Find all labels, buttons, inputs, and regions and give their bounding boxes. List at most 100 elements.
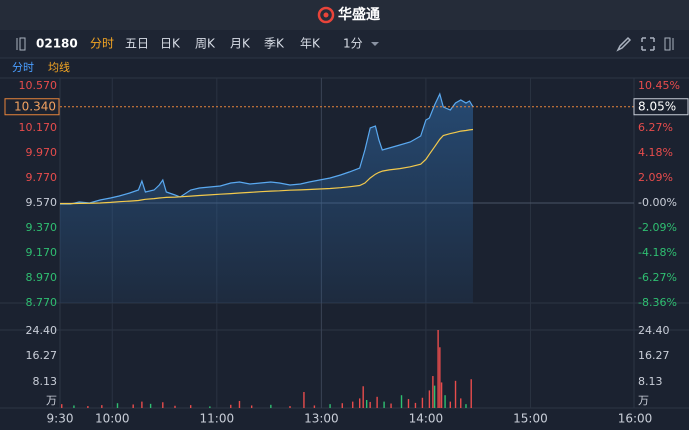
tab[interactable]: 季K (264, 37, 285, 51)
volume-unit: 万 (46, 394, 57, 407)
tab[interactable]: 月K (230, 37, 251, 51)
volume-bar (433, 385, 436, 408)
volume-bar (270, 404, 272, 408)
volume-bar (383, 401, 385, 408)
volume-bar (289, 406, 291, 408)
legend-average: 均线 (48, 60, 70, 74)
y-tick-label: 8.770 (26, 296, 58, 309)
x-tick-label: 15:00 (513, 412, 548, 426)
volume-bar (189, 405, 192, 408)
tab[interactable]: 年K (300, 37, 321, 51)
dropdown-arrow[interactable] (371, 42, 379, 46)
last-price-label: 10.340 (14, 99, 56, 113)
header-bar (0, 0, 689, 30)
volume-bar (250, 405, 253, 408)
volume-bar (230, 404, 232, 408)
volume-bar (414, 402, 417, 408)
last-change-box (633, 98, 689, 116)
volume-tick-label: 24.40 (26, 324, 58, 337)
volume-bar (440, 382, 443, 408)
brand-logo (317, 6, 335, 24)
tab[interactable]: 分时 (90, 37, 114, 51)
volume-bar (329, 404, 331, 408)
price-area (60, 94, 473, 303)
interval-select[interactable]: 1分 (343, 37, 363, 51)
legend-price: 分时 (12, 61, 34, 74)
volume-bar (449, 401, 452, 408)
draw-tool[interactable] (616, 36, 632, 52)
volume-bar (428, 390, 431, 408)
y2-tick-label: 2.09% (638, 171, 673, 184)
y-tick-label: 8.970 (26, 271, 58, 284)
symbol: 02180 (36, 37, 78, 51)
volume-unit-right: 万 (638, 394, 649, 407)
tab[interactable]: 五日 (125, 37, 149, 51)
y-tick-label: 10.570 (19, 79, 58, 92)
x-tick-label: 14:00 (409, 412, 444, 426)
y2-tick-label: -8.36% (638, 296, 677, 309)
y-tick-label: 9.770 (26, 171, 58, 184)
volume-bar (87, 406, 89, 408)
volume-bar (61, 404, 63, 408)
volume-bar (132, 404, 134, 408)
volume-bar (362, 386, 364, 408)
y2-tick-label: 4.18% (638, 146, 673, 159)
tab[interactable]: 周K (195, 37, 216, 51)
y-tick-label: 9.170 (26, 246, 58, 259)
volume-bar (465, 404, 467, 408)
volume-tick-label: 16.27 (26, 349, 58, 362)
volume-bar (369, 401, 371, 408)
volume-bar (209, 406, 211, 408)
sidebar-toggle[interactable] (16, 37, 26, 51)
average-line (60, 128, 474, 205)
volume-bar (174, 405, 176, 408)
x-tick-label: 11:00 (200, 412, 235, 426)
volume-bar (437, 330, 439, 408)
last-change-label: 8.05% (638, 99, 676, 113)
tab[interactable]: 日K (160, 37, 181, 51)
y2-tick-label: 10.45% (638, 79, 680, 92)
toolbar (0, 30, 689, 58)
volume-tick-label-right: 24.40 (638, 324, 670, 337)
y2-tick-label: 6.27% (638, 121, 673, 134)
volume-tick-label: 8.13 (33, 375, 58, 388)
y-tick-label: 10.170 (19, 121, 58, 134)
panel-toggle[interactable] (664, 37, 674, 51)
brand-name: 华盛通 (338, 6, 380, 23)
volume-bar (365, 400, 368, 408)
volume-bar (454, 380, 457, 408)
volume-bar (162, 402, 164, 408)
y-tick-label: 9.570 (26, 196, 58, 209)
volume-bar (390, 403, 392, 408)
volume-bar (141, 401, 143, 408)
volume-bar (470, 379, 472, 408)
volume-bar (313, 405, 316, 408)
volume-bar (421, 397, 424, 408)
y-tick-label: 9.370 (26, 221, 58, 234)
volume-bar (444, 395, 446, 408)
volume-bar (358, 398, 361, 408)
volume-tick-label-right: 16.27 (638, 349, 670, 362)
volume-bar (238, 400, 241, 408)
volume-bar (400, 395, 403, 408)
volume-bar (432, 376, 434, 408)
x-tick-label: 13:00 (304, 412, 339, 426)
volume-bar (460, 398, 462, 408)
volume-bar (341, 403, 343, 408)
volume-bar (407, 399, 410, 408)
x-tick-label: 10:00 (95, 412, 130, 426)
price-line (60, 92, 474, 205)
y2-tick-label: -2.09% (638, 221, 677, 234)
y2-tick-label: -6.27% (638, 271, 677, 284)
y-tick-label: 9.970 (26, 146, 58, 159)
volume-bar (352, 401, 354, 408)
fullscreen-tool[interactable] (641, 37, 655, 51)
volume-bar (73, 405, 75, 408)
volume-bar (149, 403, 152, 408)
volume-tick-label-right: 8.13 (638, 375, 663, 388)
volume-bar (376, 396, 378, 408)
y2-tick-label: -4.18% (638, 246, 677, 259)
volume-bar (101, 405, 103, 408)
